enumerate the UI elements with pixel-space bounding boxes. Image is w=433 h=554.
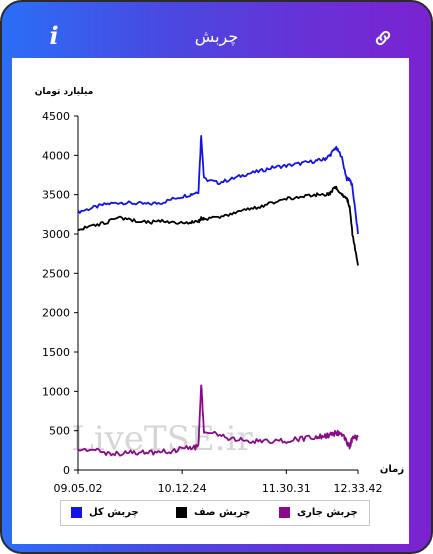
series-line-current: [77, 384, 359, 457]
series-line-queue: [77, 185, 359, 266]
header-bar: i چربش: [2, 2, 431, 58]
y-tick-label: 2000: [42, 307, 70, 320]
legend-label-total: چربش کل: [89, 507, 139, 518]
legend-swatch-queue: [176, 507, 187, 518]
line-chart: میلیارد تومان LiveTSE.ir 0 500 1000 1500 200…: [35, 87, 405, 495]
x-tick-label: 11.30.31: [262, 482, 311, 495]
legend-label-current: چربش جاری: [297, 507, 358, 518]
y-tick-label: 0: [63, 464, 70, 477]
page-title: چربش: [194, 27, 239, 46]
chart-legend: چربش کل چربش صف چربش جاری: [60, 500, 370, 526]
x-tick-label: 10.12.24: [158, 482, 207, 495]
link-icon[interactable]: [373, 28, 393, 48]
legend-label-queue: چربش صف: [194, 507, 251, 518]
legend-swatch-total: [71, 507, 82, 518]
y-tick-label: 4000: [42, 149, 70, 162]
y-tick-label: 3500: [42, 189, 70, 202]
y-tick-label: 1500: [42, 346, 70, 359]
x-tick-label: 12.33.42: [334, 482, 383, 495]
legend-item-current: چربش جاری: [279, 505, 369, 521]
y-tick-label: 500: [49, 425, 70, 438]
y-axis-label: میلیارد تومان: [35, 87, 94, 97]
legend-item-queue: چربش صف: [176, 505, 266, 521]
info-icon[interactable]: i: [49, 21, 59, 50]
y-tick-label: 4500: [42, 110, 70, 123]
watermark: LiveTSE.ir: [71, 419, 253, 459]
series-line-total: [77, 135, 359, 235]
legend-item-total: چربش کل: [71, 505, 161, 521]
y-tick-label: 3000: [42, 228, 70, 241]
x-axis-label: زمان: [380, 464, 404, 475]
y-tick-label: 2500: [42, 267, 70, 280]
chart-card: میلیارد تومان LiveTSE.ir 0 500 1000 1500 200…: [12, 58, 409, 544]
legend-swatch-current: [279, 507, 290, 518]
y-tick-label: 1000: [42, 385, 70, 398]
x-tick-label: 09.05.02: [54, 482, 103, 495]
